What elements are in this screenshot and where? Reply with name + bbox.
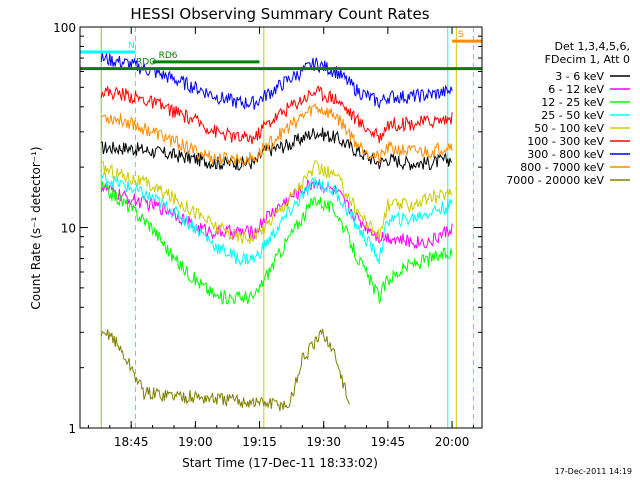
y-axis-label: Count Rate (s⁻¹ detector⁻¹) [29,146,43,309]
chart-title: HESSI Observing Summary Count Rates [130,5,429,23]
legend-header-1: FDecim 1, Att 0 [545,53,630,66]
legend-label-8: 7000 - 20000 keV [506,174,604,187]
legend-label-0: 3 - 6 keV [555,70,604,83]
footer-timestamp: 17-Dec-2011 14:19 [555,467,632,476]
series-line-5 [100,85,453,145]
y-tick-label-1: 10 [61,222,76,236]
legend-label-7: 800 - 7000 keV [520,161,604,174]
x-tick-label-3: 19:30 [306,435,341,449]
series-line-0 [101,127,453,171]
y-axis-ticks: 1 10 100 [53,21,482,436]
series-line-6 [100,52,453,110]
series-line-4 [100,159,453,244]
series-line-7 [101,102,453,168]
legend-label-3: 25 - 50 keV [541,109,604,122]
x-axis-ticks: 18:45 19:00 19:15 19:30 19:45 20:00 [87,27,474,449]
x-axis-label: Start Time (17-Dec-11 18:33:02) [182,456,378,470]
annotation-label-2: RDO [136,58,156,68]
x-tick-label-2: 19:15 [242,435,277,449]
legend-label-1: 6 - 12 keV [548,83,604,96]
x-tick-label-0: 18:45 [114,435,149,449]
annotation-label-0: N [128,41,135,51]
x-tick-label-4: 19:45 [371,435,406,449]
annotation-label-1: S [458,30,464,40]
series-line-8 [100,328,350,412]
legend-header-0: Det 1,3,4,5,6, [554,40,630,53]
legend-label-2: 12 - 25 keV [541,96,604,109]
y-tick-label-0: 1 [68,422,76,436]
series-line-3 [100,171,453,266]
x-tick-label-5: 20:00 [435,435,470,449]
legend: Det 1,3,4,5,6,FDecim 1, Att 0 3 - 6 keV6 … [506,40,630,187]
legend-label-4: 50 - 100 keV [534,122,604,135]
series-line-2 [100,181,453,306]
x-tick-label-1: 19:00 [178,435,213,449]
legend-label-6: 300 - 800 keV [527,148,604,161]
y-tick-label-2: 100 [53,21,76,35]
series-lines [100,52,453,412]
legend-label-5: 100 - 300 keV [527,135,604,148]
annotation-label-3: RD6 [159,51,178,61]
